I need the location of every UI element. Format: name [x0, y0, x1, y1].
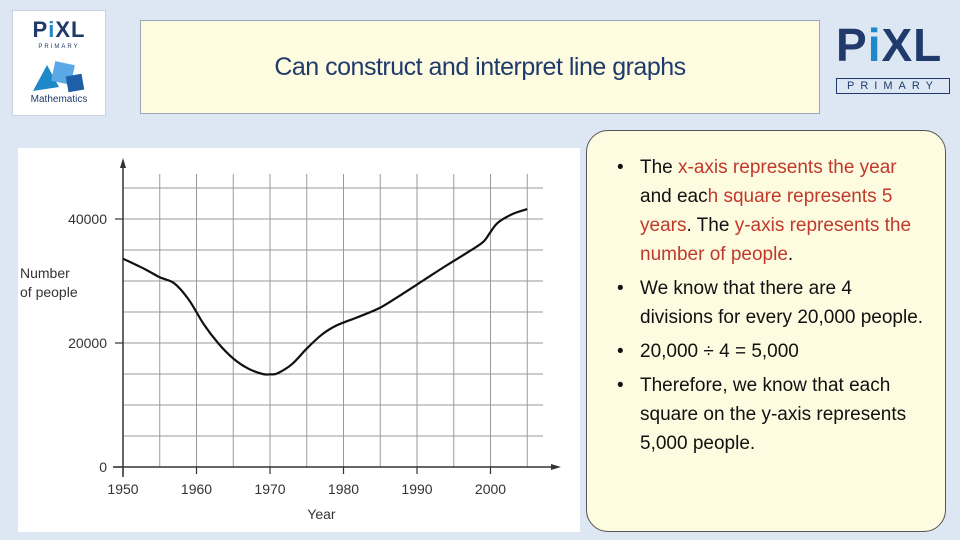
x-axis-arrow [551, 464, 561, 470]
bullet-text: . [787, 244, 794, 265]
logo-right-sub: PRIMARY [836, 78, 950, 94]
title-box: Can construct and interpret line graphs [140, 20, 820, 114]
logo-left-subject: Mathematics [30, 94, 88, 105]
explanation-bullet: 20,000 ÷ 4 = 5,000 [613, 337, 929, 366]
pixl-mathematics-logo: PiXL PRIMARY Mathematics [12, 10, 106, 116]
maths-shapes-icon [33, 61, 85, 93]
x-tick-label: 1970 [254, 481, 285, 497]
pixl-primary-logo: PiXL PRIMARY [836, 19, 950, 96]
highlighted-text: h square represents 5 years [640, 186, 893, 236]
chart-grid [123, 174, 543, 467]
y-axis-label-line-2: of people [20, 284, 78, 300]
chart-panel: 1950 1960 1970 1980 1990 2000 0 20000 40000 Numb… [18, 148, 580, 532]
x-tick-label: 1980 [328, 481, 359, 497]
highlighted-text: x-axis represents the year [678, 157, 897, 178]
x-tick-label: 1950 [107, 481, 138, 497]
logo-right-name: PiXL [836, 19, 943, 71]
bullet-text: and eac [640, 186, 708, 207]
population-series-line [122, 208, 528, 376]
y-tick-label: 40000 [68, 211, 107, 227]
x-tick-label: 1990 [401, 481, 432, 497]
page-title: Can construct and interpret line graphs [274, 52, 686, 81]
x-tick-label: 2000 [475, 481, 506, 497]
chart-axes [113, 158, 561, 477]
explanation-list: The x-axis represents the year and each … [613, 153, 929, 458]
explanation-box: The x-axis represents the year and each … [586, 130, 946, 532]
bullet-text: . The [686, 215, 735, 236]
bullet-text: 20,000 ÷ 4 = 5,000 [640, 341, 799, 362]
explanation-bullet: We know that there are 4 divisions for e… [613, 274, 929, 332]
y-axis-arrow [120, 158, 126, 168]
highlighted-text: y-axis represents the number of people [640, 215, 912, 265]
bullet-text: We know that there are 4 divisions for e… [640, 278, 924, 328]
y-tick-label: 0 [99, 459, 107, 475]
chart-series [122, 208, 528, 376]
y-axis-label-line-1: Number [20, 265, 70, 281]
logo-left-sub: PRIMARY [38, 44, 80, 50]
x-axis-label: Year [307, 506, 336, 522]
y-tick-label: 20000 [68, 335, 107, 351]
bullet-text: Therefore, we know that each square on t… [640, 375, 907, 454]
explanation-bullet: The x-axis represents the year and each … [613, 153, 929, 269]
explanation-bullet: Therefore, we know that each square on t… [613, 371, 929, 458]
bullet-text: The [640, 157, 679, 178]
logo-left-name: PiXL [32, 17, 86, 42]
x-tick-label: 1960 [181, 481, 212, 497]
